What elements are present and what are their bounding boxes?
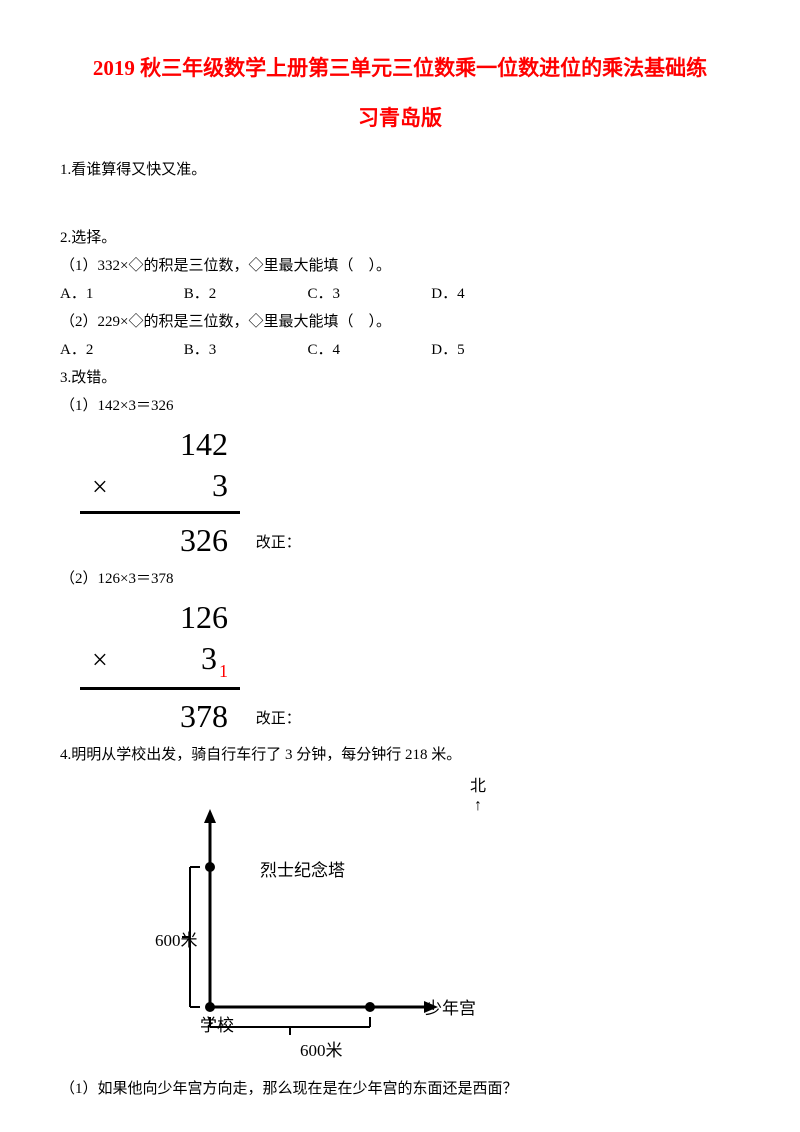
north-char: 北 [470, 777, 486, 796]
calc2-result: 378 [80, 694, 240, 739]
question-3-heading: 3.改错。 [60, 366, 740, 390]
question-3-sub2: （2）126×3＝378 [60, 567, 740, 591]
calc2-carry: 1 [219, 661, 228, 681]
option-c: C．4 [308, 338, 428, 362]
question-2-options-2: A．2 B．3 C．4 D．5 [60, 338, 740, 362]
calc2-mult-num: 3 [201, 640, 217, 676]
calc2-rule [80, 687, 240, 690]
label-dist-horizontal: 600米 [300, 1037, 343, 1064]
correction-label-2: 改正： [256, 707, 301, 731]
option-d: D．4 [431, 282, 551, 306]
title-line-1: 2019 秋三年级数学上册第三单元三位数乘一位数进位的乘法基础练 [60, 50, 740, 88]
correction-label-1: 改正： [256, 531, 301, 555]
calc1-top: 142 [80, 424, 240, 466]
question-2-sub2: （2）229×◇的积是三位数，◇里最大能填（ ）。 [60, 310, 740, 334]
blank-space [60, 182, 740, 222]
question-4-sub1: （1）如果他向少年宫方向走，那么现在是在少年宫的东面还是西面？ [60, 1077, 740, 1101]
calc2-top: 126 [80, 597, 240, 639]
calc1-result: 326 [80, 518, 240, 563]
label-dist-vertical: 600米 [155, 927, 198, 954]
question-2-options-1: A．1 B．2 C．3 D．4 [60, 282, 740, 306]
multiply-symbol: × [92, 470, 108, 506]
multiply-symbol: × [92, 643, 108, 679]
question-3-sub1: （1）142×3＝326 [60, 394, 740, 418]
label-tower: 烈士纪念塔 [260, 857, 345, 884]
calc2-mult-row: × 31 [80, 638, 240, 683]
calc1-mult-row: × 3 [80, 465, 240, 507]
calc2-multiplier: 31 [148, 638, 228, 683]
document-body: 1.看谁算得又快又准。 2.选择。 （1）332×◇的积是三位数，◇里最大能填（… [60, 158, 740, 1101]
option-a: A．1 [60, 282, 180, 306]
question-2-sub1: （1）332×◇的积是三位数，◇里最大能填（ ）。 [60, 254, 740, 278]
question-1: 1.看谁算得又快又准。 [60, 158, 740, 182]
calc-block-1: 142 × 3 326 改正： [60, 418, 740, 563]
option-c: C．3 [308, 282, 428, 306]
label-school: 学校 [200, 1012, 234, 1039]
calc1-multiplier: 3 [148, 465, 228, 507]
option-b: B．3 [184, 338, 304, 362]
option-d: D．5 [431, 338, 551, 362]
option-a: A．2 [60, 338, 180, 362]
calc1-rule [80, 511, 240, 514]
question-2-heading: 2.选择。 [60, 226, 740, 250]
map-diagram: 北 ↑ 烈士纪念塔 600米 学校 少年宫 [100, 777, 580, 1067]
label-palace: 少年宫 [425, 995, 476, 1022]
calc-block-2: 126 × 31 378 改正： [60, 591, 740, 739]
option-b: B．2 [184, 282, 304, 306]
title-line-2: 习青岛版 [60, 100, 740, 138]
question-4-text: 4.明明从学校出发，骑自行车行了 3 分钟，每分钟行 218 米。 [60, 743, 740, 767]
page-title: 2019 秋三年级数学上册第三单元三位数乘一位数进位的乘法基础练 习青岛版 [60, 50, 740, 138]
